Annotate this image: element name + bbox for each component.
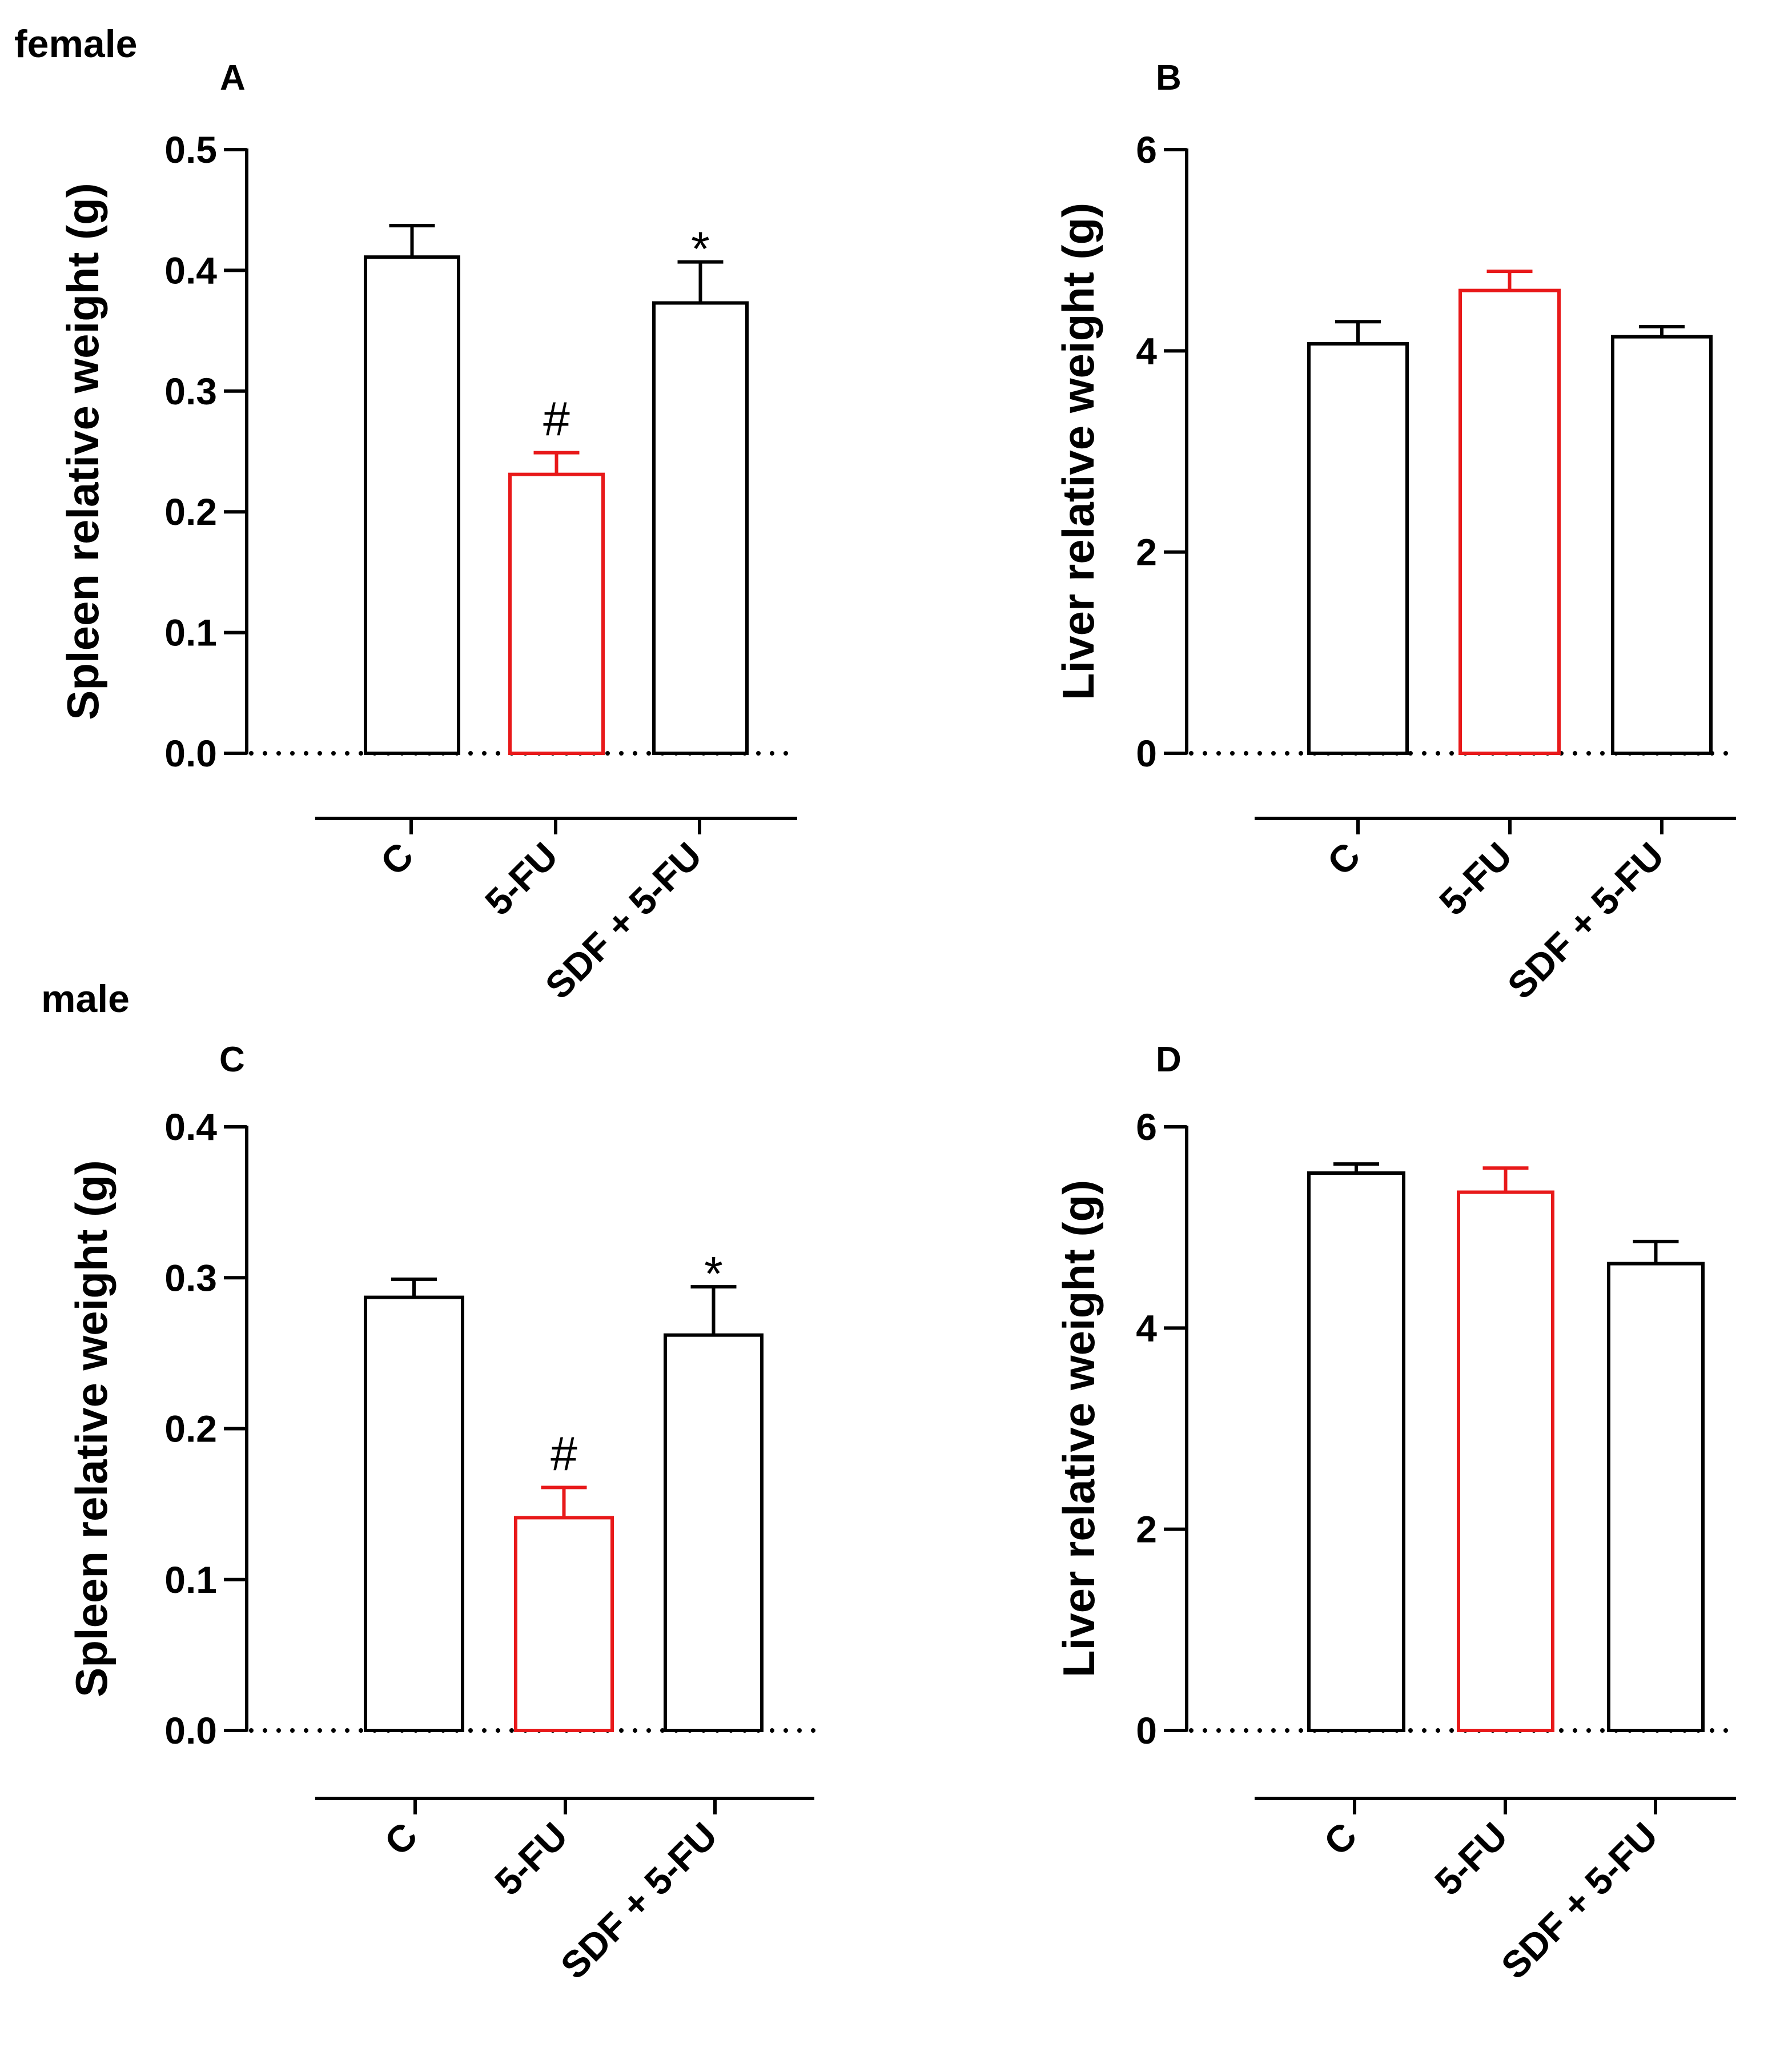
y-axis-title-d: Liver relative weight (g) — [1054, 1180, 1104, 1677]
x-category-label-d-2: SDF + 5-FU — [1493, 1814, 1666, 1987]
y-tick-label-c-4: 0.4 — [164, 1106, 217, 1148]
y-tick-label-b-3: 6 — [1136, 129, 1157, 171]
x-category-label-c-0: C — [376, 1814, 425, 1864]
y-tick-label-a-2: 0.2 — [164, 491, 217, 533]
y-tick-label-c-1: 0.1 — [164, 1559, 217, 1601]
bar-b-1 — [1458, 288, 1561, 755]
panel-letter-c: C — [219, 1040, 245, 1079]
y-tick-label-a-5: 0.5 — [164, 129, 217, 171]
significance-mark-c-2: * — [704, 1247, 723, 1300]
y-tick-label-d-0: 0 — [1136, 1709, 1157, 1752]
bar-a-1 — [508, 472, 605, 756]
panel-c: C 0.0 0.1 0.2 0.3 0.4 Spleen relative weight (… — [66, 1040, 817, 1987]
y-tick-label-c-3: 0.3 — [164, 1256, 217, 1299]
x-category-label-b-1: 5-FU — [1431, 834, 1520, 923]
x-category-label-a-0: C — [372, 834, 421, 884]
bar-c-2 — [664, 1333, 764, 1733]
y-tick-label-b-2: 4 — [1136, 330, 1157, 372]
y-axis-title-b: Liver relative weight (g) — [1053, 203, 1103, 700]
panel-letter-b: B — [1156, 58, 1182, 98]
significance-mark-a-1: # — [543, 392, 570, 446]
y-tick-label-d-2: 4 — [1136, 1307, 1157, 1349]
x-category-label-c-2: SDF + 5-FU — [552, 1814, 725, 1987]
bar-c-0 — [364, 1295, 464, 1733]
y-axis-title-a: Spleen relative weight (g) — [58, 183, 108, 720]
bar-d-2 — [1607, 1262, 1705, 1732]
significance-mark-a-2: * — [691, 222, 710, 276]
panel-letter-a: A — [220, 58, 246, 98]
y-tick-label-d-1: 2 — [1136, 1508, 1157, 1551]
x-category-label-a-2: SDF + 5-FU — [537, 834, 710, 1007]
bar-c-1 — [514, 1516, 614, 1732]
y-tick-label-b-1: 2 — [1136, 531, 1157, 573]
x-category-label-b-0: C — [1319, 834, 1368, 884]
y-tick-label-d-3: 6 — [1136, 1106, 1157, 1148]
panel-letter-d: D — [1156, 1040, 1182, 1079]
y-tick-label-a-1: 0.1 — [164, 612, 217, 654]
x-category-label-c-1: 5-FU — [487, 1814, 576, 1904]
bar-b-2 — [1611, 335, 1713, 755]
bar-d-1 — [1457, 1190, 1554, 1732]
y-tick-label-b-0: 0 — [1136, 732, 1157, 774]
bar-b-0 — [1307, 342, 1409, 755]
x-category-label-d-0: C — [1316, 1814, 1365, 1864]
chart-panels: A 0.0 0.1 0.2 0.3 0.4 0.5 Spleen relative weigh… — [58, 58, 1738, 1987]
group-label-female: female — [14, 22, 137, 66]
significance-mark-c-1: # — [551, 1427, 577, 1481]
bar-a-2 — [652, 301, 749, 755]
y-tick-label-a-4: 0.4 — [164, 249, 217, 291]
y-tick-label-a-3: 0.3 — [164, 370, 217, 412]
panel-a: A 0.0 0.1 0.2 0.3 0.4 0.5 Spleen relative weigh… — [58, 58, 799, 1007]
y-axis-title-c: Spleen relative weight (g) — [66, 1160, 116, 1697]
x-category-label-d-1: 5-FU — [1427, 1814, 1516, 1904]
bar-a-0 — [364, 255, 460, 755]
y-tick-label-a-0: 0.0 — [164, 732, 217, 774]
y-tick-label-c-2: 0.2 — [164, 1408, 217, 1450]
bar-d-0 — [1307, 1171, 1405, 1732]
group-label-male: male — [41, 977, 130, 1021]
x-category-label-b-2: SDF + 5-FU — [1499, 834, 1672, 1007]
x-category-label-a-1: 5-FU — [477, 834, 566, 923]
y-tick-label-c-0: 0.0 — [164, 1709, 217, 1752]
